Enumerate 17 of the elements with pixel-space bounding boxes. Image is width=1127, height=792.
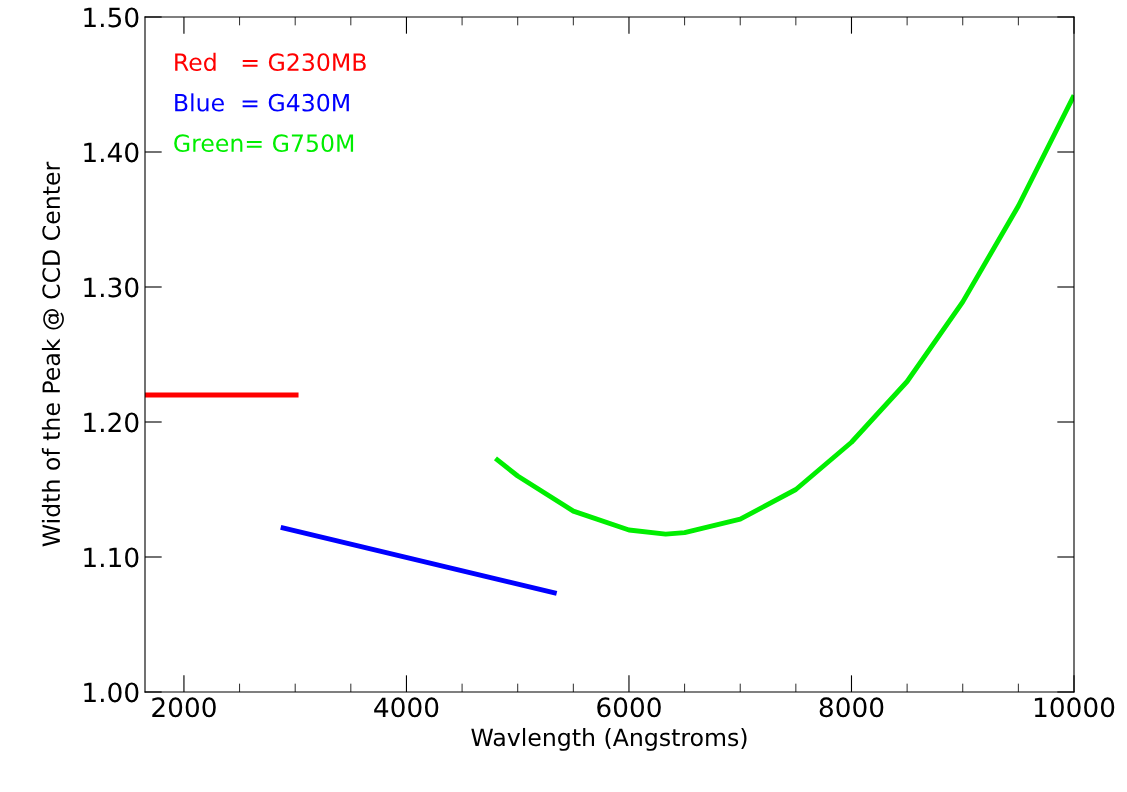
x-tick-label: 10000 [1034, 697, 1115, 718]
line-series [493, 92, 1074, 537]
x-tick-label: 2000 [152, 697, 216, 718]
x-tick-label: 4000 [374, 697, 439, 718]
y-tick-label: 1.40 [84, 142, 139, 163]
y-tick-label: 1.20 [84, 412, 139, 433]
text: Green= G750M [174, 134, 354, 153]
y-tick-label: 1.00 [84, 682, 139, 703]
x-axis-title: Wavlength (Angstroms) [471, 727, 747, 751]
y-tick-label: 1.50 [84, 7, 139, 28]
y-tick-label: 1.10 [84, 547, 139, 568]
x-tick-label: 6000 [597, 697, 661, 718]
y-axis-title: Width of the Peak @ CCD Center [41, 161, 64, 547]
text: Red = G230MB [175, 52, 366, 72]
text: Blue = G430M [175, 93, 349, 112]
y-tick-label: 1.30 [84, 277, 139, 298]
x-tick-label: 8000 [819, 697, 884, 718]
